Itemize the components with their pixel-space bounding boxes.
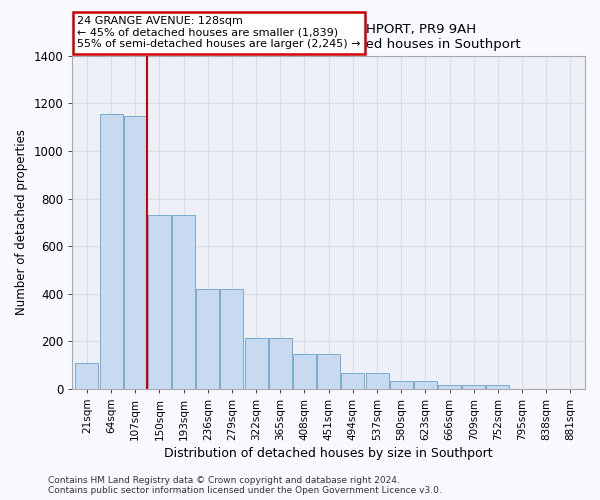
Bar (390, 380, 413, 389)
Y-axis label: Number of detached properties: Number of detached properties (15, 130, 28, 316)
Bar (414, 380, 437, 389)
Bar (245, 338, 268, 389)
Title: 24, GRANGE AVENUE, SOUTHPORT, PR9 9AH
Size of property relative to detached hous: 24, GRANGE AVENUE, SOUTHPORT, PR9 9AH Si… (137, 22, 520, 50)
Bar (341, 372, 364, 389)
Bar (269, 338, 292, 389)
Bar (172, 216, 195, 389)
Bar (220, 289, 244, 389)
Bar (196, 289, 219, 389)
X-axis label: Distribution of detached houses by size in Southport: Distribution of detached houses by size … (164, 447, 493, 460)
Bar (462, 384, 485, 389)
Bar (487, 386, 509, 389)
Bar (76, 362, 98, 389)
Bar (100, 114, 122, 389)
Bar (365, 372, 389, 389)
Bar (148, 216, 171, 389)
Text: Contains HM Land Registry data © Crown copyright and database right 2024.
Contai: Contains HM Land Registry data © Crown c… (48, 476, 442, 495)
Bar (317, 354, 340, 389)
Bar (438, 384, 461, 389)
Bar (293, 354, 316, 389)
Text: 24 GRANGE AVENUE: 128sqm
← 45% of detached houses are smaller (1,839)
55% of sem: 24 GRANGE AVENUE: 128sqm ← 45% of detach… (77, 16, 361, 49)
Bar (124, 116, 146, 389)
